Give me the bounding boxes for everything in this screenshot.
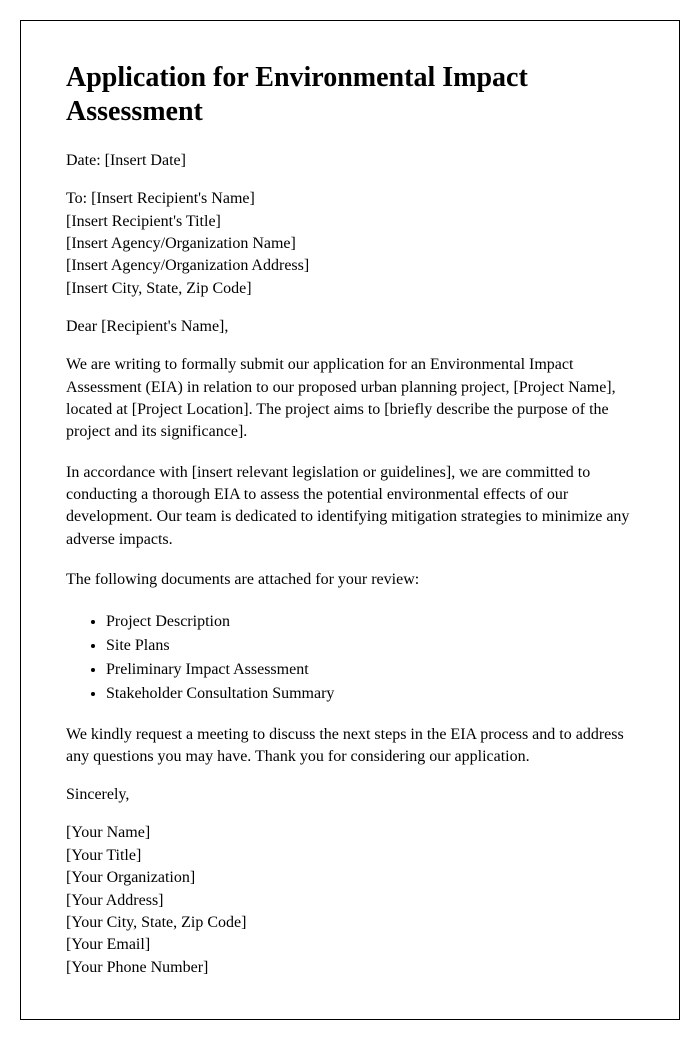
signature-email: [Your Email] <box>66 934 634 956</box>
attachments-list: Project Description Site Plans Prelimina… <box>106 610 634 706</box>
signature-city: [Your City, State, Zip Code] <box>66 912 634 934</box>
paragraph-intro: We are writing to formally submit our ap… <box>66 354 634 444</box>
signature-name: [Your Name] <box>66 822 634 844</box>
attachment-item: Stakeholder Consultation Summary <box>106 682 634 706</box>
date-line: Date: [Insert Date] <box>66 152 634 170</box>
signature-title: [Your Title] <box>66 845 634 867</box>
closing: Sincerely, <box>66 786 634 804</box>
document-container: Application for Environmental Impact Ass… <box>20 20 680 1020</box>
signature-org: [Your Organization] <box>66 867 634 889</box>
recipient-address: [Insert Agency/Organization Address] <box>66 255 634 277</box>
paragraph-attachments-intro: The following documents are attached for… <box>66 569 634 591</box>
attachment-item: Preliminary Impact Assessment <box>106 658 634 682</box>
paragraph-commitment: In accordance with [insert relevant legi… <box>66 462 634 552</box>
recipient-org: [Insert Agency/Organization Name] <box>66 233 634 255</box>
signature-address: [Your Address] <box>66 890 634 912</box>
salutation: Dear [Recipient's Name], <box>66 318 634 336</box>
recipient-city: [Insert City, State, Zip Code] <box>66 278 634 300</box>
paragraph-meeting-request: We kindly request a meeting to discuss t… <box>66 724 634 769</box>
signature-phone: [Your Phone Number] <box>66 957 634 979</box>
attachment-item: Project Description <box>106 610 634 634</box>
recipient-to: To: [Insert Recipient's Name] <box>66 188 634 210</box>
signature-block: [Your Name] [Your Title] [Your Organizat… <box>66 822 634 979</box>
document-title: Application for Environmental Impact Ass… <box>66 61 634 128</box>
recipient-block: To: [Insert Recipient's Name] [Insert Re… <box>66 188 634 300</box>
attachment-item: Site Plans <box>106 634 634 658</box>
recipient-title: [Insert Recipient's Title] <box>66 211 634 233</box>
